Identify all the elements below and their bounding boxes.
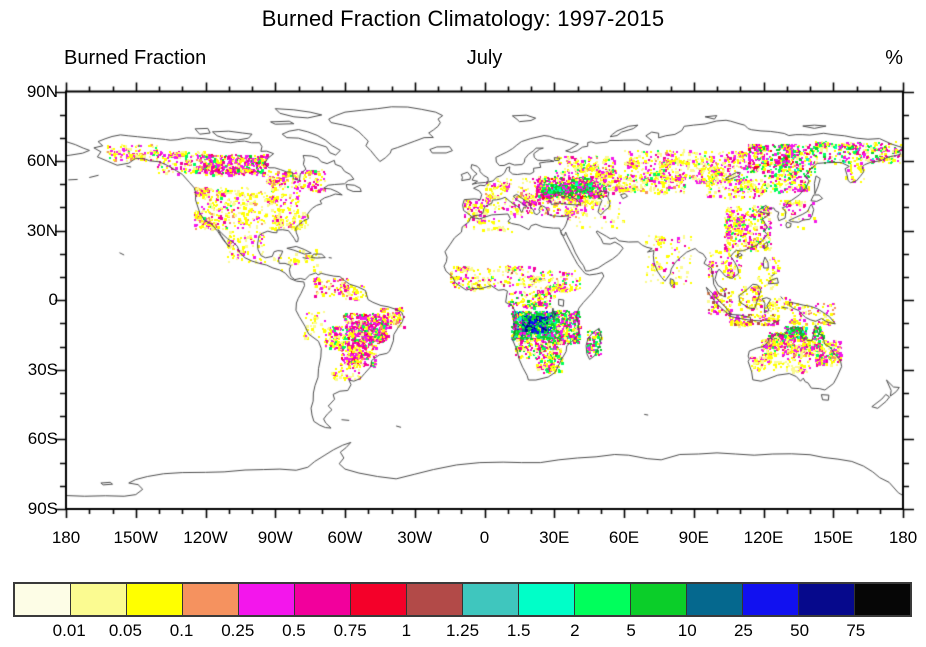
x-tick-label: 30E xyxy=(539,528,570,547)
x-tick-label: 90E xyxy=(678,528,709,547)
y-tick-label: 90N xyxy=(26,81,58,101)
colorbar-tick-label: 1.25 xyxy=(445,621,480,640)
colorbar-box xyxy=(854,584,910,615)
colorbar-box xyxy=(238,584,294,615)
colorbar-tick-label: 0.75 xyxy=(333,621,367,640)
x-tick-label: 60W xyxy=(327,528,363,547)
colorbar-box xyxy=(294,584,350,615)
colorbar-box xyxy=(518,584,574,615)
colorbar-tick-label: 5 xyxy=(626,621,636,640)
y-tick-label: 30N xyxy=(26,220,58,240)
figure-title: Burned Fraction Climatology: 1997-2015 xyxy=(261,6,665,31)
colorbar-tick-label: 1 xyxy=(401,621,412,640)
colorbar-box xyxy=(350,584,406,615)
colorbar-tick-label: 75 xyxy=(846,621,866,640)
colorbar-tick-label: 0.1 xyxy=(169,621,194,640)
x-tick-label: 120E xyxy=(743,528,784,547)
units-label: % xyxy=(885,47,903,69)
left-axis-string: Burned Fraction xyxy=(64,47,207,69)
colorbar-tick-label: 25 xyxy=(733,621,753,640)
colorbar-box xyxy=(70,584,126,615)
colorbar-tick-label: 0.05 xyxy=(108,621,142,640)
x-tick-label: 30W xyxy=(397,528,433,547)
colorbar-box xyxy=(798,584,854,615)
colorbar-tick-label: 10 xyxy=(677,621,697,640)
x-tick-label: 120W xyxy=(183,528,228,547)
colorbar-tick-label: 1.5 xyxy=(506,621,531,640)
colorbar-box xyxy=(462,584,518,615)
y-tick-label: 60N xyxy=(26,151,58,171)
y-tick-label: 90S xyxy=(27,499,58,518)
colorbar xyxy=(13,582,912,617)
colorbar-box xyxy=(742,584,798,615)
colorbar-box xyxy=(15,584,70,615)
colorbar-tick-label: 0.25 xyxy=(221,621,255,640)
x-tick-label: 150E xyxy=(813,528,854,547)
colorbar-box xyxy=(630,584,686,615)
x-tick-label: 180 xyxy=(888,528,918,547)
colorbar-box xyxy=(686,584,742,615)
colorbar-box xyxy=(574,584,630,615)
x-tick-label: 0 xyxy=(479,528,490,547)
y-tick-label: 60S xyxy=(27,429,58,449)
month-label: July xyxy=(466,47,503,69)
x-tick-label: 180 xyxy=(51,528,81,547)
colorbar-box xyxy=(406,584,462,615)
x-tick-label: 60E xyxy=(608,528,640,547)
colorbar-tick-label: 0.5 xyxy=(282,621,306,640)
colorbar-tick-label: 0.01 xyxy=(52,621,86,640)
x-tick-label: 150W xyxy=(113,528,158,547)
y-tick-label: 30S xyxy=(27,359,58,379)
x-tick-label: 90W xyxy=(257,528,293,547)
colorbar-tick-label: 50 xyxy=(790,621,810,640)
y-tick-label: 0 xyxy=(48,290,58,310)
colorbar-box xyxy=(126,584,182,615)
colorbar-box xyxy=(182,584,238,615)
colorbar-tick-label: 2 xyxy=(570,621,580,640)
